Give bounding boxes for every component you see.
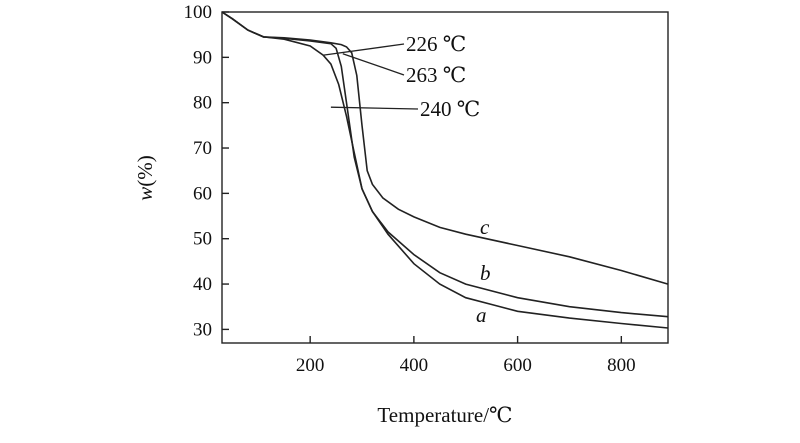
x-tick-label-600: 600: [503, 355, 532, 376]
x-tick-label-400: 400: [400, 355, 429, 376]
series-line-c: [221, 11, 669, 285]
x-axis-title: Temperature/℃: [377, 403, 512, 427]
y-tick-label-40: 40: [193, 274, 212, 295]
annotation-240: 240 ℃: [420, 97, 480, 121]
annotation-263: 263 ℃: [406, 63, 466, 87]
axis-ticks: 30 40 50 60 70 80 90 100 200 400 600 800: [184, 2, 636, 376]
y-tick-label-70: 70: [193, 138, 212, 159]
series-label-c: c: [480, 215, 490, 239]
annotation-226: 226 ℃: [406, 32, 466, 56]
plot-frame: [221, 11, 669, 344]
x-tick-label-800: 800: [607, 355, 636, 376]
annotation-leader-1: [342, 53, 405, 76]
y-tick-label-100: 100: [184, 2, 213, 23]
y-tick-label-30: 30: [193, 319, 212, 340]
y-axis-title: w(%): [133, 155, 157, 201]
y-tick-label-80: 80: [193, 93, 212, 114]
series-label-a: a: [476, 303, 487, 327]
y-tick-label-90: 90: [193, 47, 212, 68]
annotation-leader-2: [330, 106, 419, 110]
series-label-b: b: [480, 261, 491, 285]
series-line-a: [221, 11, 669, 329]
y-tick-label-60: 60: [193, 183, 212, 204]
series-layer: [221, 11, 669, 329]
series-line-b: [221, 11, 669, 318]
x-tick-label-200: 200: [296, 355, 325, 376]
annotation-leader-0: [323, 43, 405, 56]
y-tick-label-50: 50: [193, 229, 212, 250]
annotation-leaders: [323, 43, 419, 110]
